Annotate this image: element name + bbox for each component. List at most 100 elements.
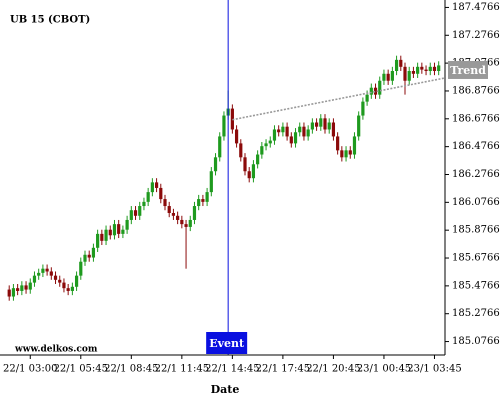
candle-body — [83, 254, 87, 262]
candle-body — [314, 122, 319, 127]
candle-body — [386, 73, 390, 81]
candle-body — [357, 115, 361, 137]
candle-body — [154, 182, 159, 188]
candle-body — [70, 286, 74, 291]
candle-body — [129, 210, 133, 220]
trend-label-box — [448, 60, 488, 79]
x-tick-label: 22/1 11:45 — [155, 364, 209, 375]
candle-body — [394, 59, 399, 71]
candle-body — [243, 157, 247, 172]
candle-body — [382, 73, 386, 81]
candle-body — [306, 129, 310, 137]
candle-body — [104, 229, 108, 241]
candle-body — [74, 275, 79, 287]
candle-body — [365, 94, 369, 102]
candle-body — [222, 115, 226, 137]
candle-body — [41, 268, 45, 273]
x-tick-label: 22/1 03:00 — [3, 364, 57, 375]
candle-body — [20, 285, 24, 291]
candle-body — [121, 229, 125, 234]
candle-body — [201, 199, 205, 202]
event-label: Event — [209, 337, 245, 350]
candle-body — [234, 129, 239, 144]
candle-body — [289, 136, 293, 144]
candle-body — [331, 122, 336, 137]
y-tick-label: 186.0766 — [452, 197, 500, 208]
x-tick-label: 22/1 20:45 — [306, 364, 360, 375]
y-tick-label: 185.6766 — [452, 253, 500, 264]
candle-body — [411, 71, 416, 74]
axes: 185.0766 185.2766 185.4766 185.6766 185.8766… — [0, 0, 500, 375]
y-tick-label: 185.4766 — [452, 280, 500, 291]
candle-body — [192, 206, 197, 220]
candle-body — [437, 65, 441, 71]
candle-body — [348, 150, 352, 155]
candle-body — [16, 288, 20, 291]
y-tick-label: 186.4766 — [452, 141, 500, 152]
x-tick-label: 22/1 14:45 — [205, 364, 259, 375]
candle-body — [37, 272, 41, 276]
candle-body — [150, 182, 154, 193]
candle-body — [428, 66, 432, 71]
candle-body — [361, 101, 365, 116]
candle-body — [344, 150, 348, 158]
y-tick-label: 186.8766 — [452, 85, 500, 96]
candle-body — [163, 199, 167, 207]
candle-body — [188, 219, 192, 227]
candle-body — [251, 164, 256, 179]
candle-body — [133, 210, 138, 216]
candle-body — [66, 288, 70, 291]
candle-body — [293, 132, 298, 144]
candle-body — [58, 279, 62, 283]
candle-body — [112, 224, 117, 236]
candle-body — [146, 192, 150, 202]
candle-body — [407, 71, 411, 81]
candle-body — [310, 122, 314, 130]
candle-body — [323, 118, 327, 130]
trend-label: Trend — [450, 64, 486, 77]
candle-body — [239, 143, 243, 158]
candle-body — [62, 282, 66, 289]
candle-body — [298, 126, 302, 133]
candle-body — [159, 187, 163, 200]
y-tick-label: 187.4766 — [452, 2, 500, 13]
candle-body — [28, 282, 32, 290]
candle-body — [424, 69, 428, 71]
candle-body — [352, 136, 357, 155]
candle-body — [302, 126, 306, 137]
candle-body — [176, 215, 180, 220]
candle-body — [281, 126, 285, 133]
candle-body — [117, 224, 121, 234]
candle-body — [327, 122, 331, 130]
candle-body — [53, 275, 58, 280]
candle-body — [336, 136, 340, 151]
watermark: www.delkos.com — [14, 345, 98, 355]
candle-body — [138, 206, 142, 216]
candle-body — [7, 289, 11, 297]
candle-body — [96, 233, 100, 248]
candle-body — [180, 219, 184, 225]
y-tick-label: 186.2766 — [452, 169, 500, 180]
y-tick-label: 185.2766 — [452, 308, 500, 319]
trend-line — [232, 77, 446, 121]
candle-body — [167, 206, 171, 213]
candle-body — [11, 288, 16, 297]
candle-body — [285, 126, 289, 137]
candle-body — [272, 129, 277, 141]
candle-body — [218, 136, 222, 158]
candle-body — [247, 171, 251, 179]
candle-body — [373, 87, 378, 95]
x-tick-label: 23/1 03:45 — [407, 364, 461, 375]
plot-area — [7, 0, 446, 355]
candle-body — [205, 192, 209, 202]
candle-body — [24, 285, 28, 290]
candle-body — [260, 146, 264, 155]
candle-body — [420, 66, 424, 70]
candle-body — [184, 224, 188, 227]
x-tick-label: 22/1 05:45 — [54, 364, 108, 375]
candle-body — [340, 150, 344, 158]
candle-body — [91, 247, 96, 258]
candle-body — [378, 80, 382, 95]
